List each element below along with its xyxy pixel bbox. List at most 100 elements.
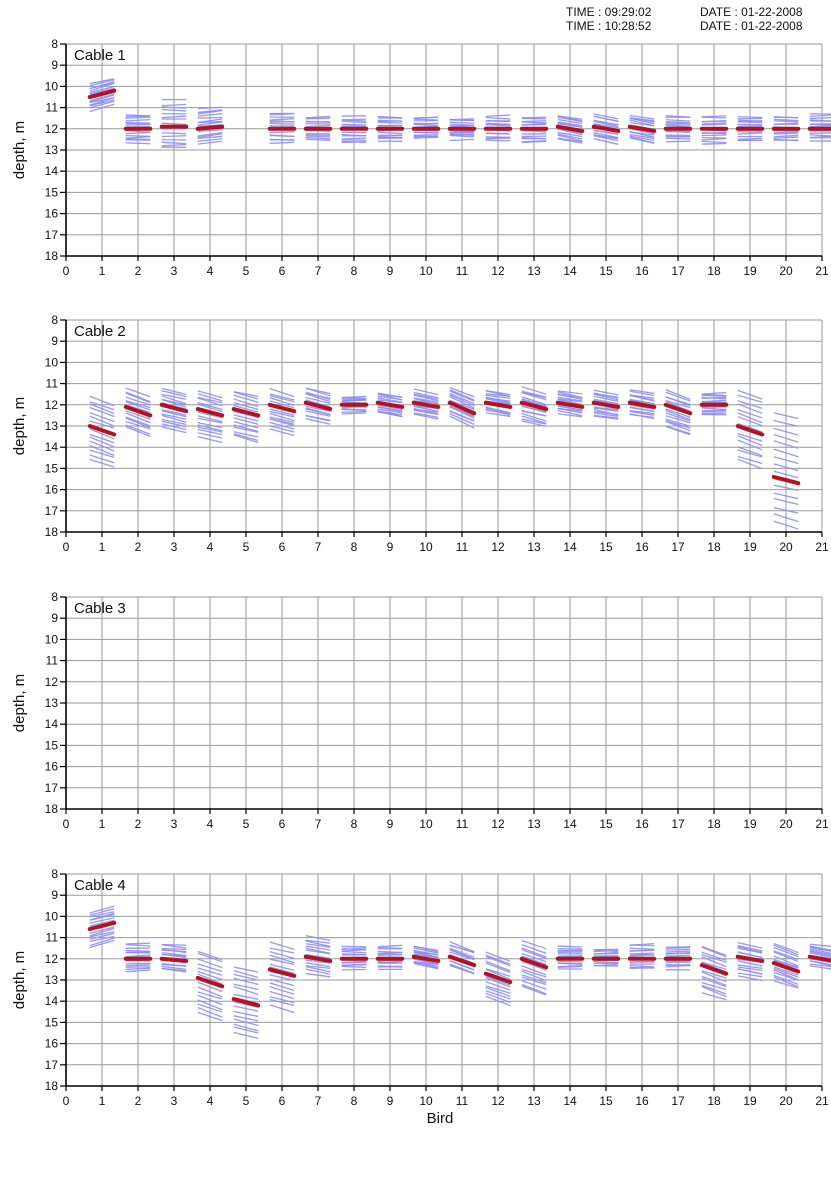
spread-trace [738,117,762,118]
spread-trace [702,408,726,410]
spread-trace [774,137,798,138]
x-tick-label: 14 [563,540,577,554]
x-tick-label: 17 [671,1094,685,1108]
x-tick-label: 18 [707,817,721,831]
bird-19-marks [738,117,762,141]
y-tick-label: 9 [51,611,58,625]
spread-trace [558,961,582,962]
y-tick-label: 13 [45,419,59,433]
x-tick-label: 17 [671,817,685,831]
x-tick-label: 3 [171,264,178,278]
x-tick-label: 16 [635,264,649,278]
spread-trace [342,398,366,399]
x-tick-label: 7 [315,1094,322,1108]
x-tick-label: 20 [779,1094,793,1108]
y-tick-label: 15 [45,738,59,752]
spread-trace [450,120,474,121]
x-tick-label: 13 [527,264,541,278]
spread-trace [666,947,690,948]
x-tick-label: 20 [779,817,793,831]
spread-trace [342,124,366,125]
chart-panel-2: 891011121314151617180 1 2 3 4 5 6 7 8 9 10 11 12 13 14… [11,313,829,554]
spread-trace [810,115,831,116]
x-tick-label: 10 [419,817,433,831]
chart-panel-4: 891011121314151617180 1 2 3 4 5 6 7 8 9 10 11 12 13 14… [11,867,831,1127]
x-tick-label: 1 [99,817,106,831]
x-tick-label: 10 [419,264,433,278]
x-tick-label: 8 [351,1094,358,1108]
x-tick-label: 10 [419,1094,433,1108]
x-tick-label: 14 [563,817,577,831]
x-tick-label: 12 [491,264,505,278]
spread-trace [126,143,150,144]
spread-trace [702,124,726,125]
x-tick-label: 6 [279,540,286,554]
panel-title: Cable 1 [74,47,126,64]
x-tick-label: 9 [387,817,394,831]
spread-trace [702,141,726,142]
spread-trace [342,138,366,139]
spread-trace [126,132,150,133]
x-tick-label: 10 [419,540,433,554]
spread-trace [738,133,762,134]
spread-trace [630,965,654,967]
spread-trace [162,950,186,951]
spread-trace [342,952,366,953]
spread-trace [162,142,186,143]
y-tick-label: 8 [51,867,58,881]
spread-trace [738,138,762,139]
y-tick-label: 18 [45,249,59,263]
bird-8-marks [342,946,366,969]
spread-trace [162,123,186,124]
spread-trace [342,413,366,414]
spread-trace [774,135,798,136]
x-tick-label: 9 [387,1094,394,1108]
y-tick-label: 14 [45,994,59,1008]
x-tick-label: 21 [815,1094,829,1108]
panel-title: Cable 4 [74,877,126,894]
y-tick-label: 12 [45,952,59,966]
x-tick-label: 4 [207,540,214,554]
bird-13-marks [522,117,546,142]
spread-trace [162,105,186,106]
y-tick-label: 18 [45,802,59,816]
x-tick-label: 9 [387,264,394,278]
bird-17-marks [666,947,690,970]
y-tick-label: 12 [45,675,59,689]
x-tick-label: 20 [779,264,793,278]
x-axis-label: Bird [427,1110,454,1127]
spread-trace [810,117,831,118]
spread-trace [126,951,150,952]
spread-trace [270,132,294,133]
spread-trace [558,946,582,947]
x-tick-label: 14 [563,1094,577,1108]
spread-trace [378,945,402,946]
bird-12-marks [486,115,510,141]
spread-trace [486,121,510,122]
x-tick-label: 2 [135,540,142,554]
chart-panel-1: 891011121314151617180 1 2 3 4 5 6 7 8 9 10 11 12 13 14… [11,37,831,278]
spread-trace [666,955,690,956]
y-tick-label: 14 [45,717,59,731]
spread-trace [702,135,726,136]
y-tick-label: 10 [45,355,59,369]
spread-trace [378,120,402,121]
bird-21-marks [810,114,831,141]
spread-trace [666,951,690,952]
y-tick-label: 17 [45,781,59,795]
panel-title: Cable 3 [74,600,126,617]
spread-trace [378,122,402,123]
y-axis-label: depth, m [11,674,28,732]
x-tick-label: 1 [99,264,106,278]
spread-trace [126,965,150,966]
x-tick-label: 1 [99,540,106,554]
x-tick-label: 4 [207,264,214,278]
spread-trace [522,125,546,126]
spread-trace [594,966,618,967]
spread-trace [414,119,438,120]
x-tick-label: 14 [563,264,577,278]
y-tick-label: 16 [45,1037,59,1051]
y-tick-label: 18 [45,525,59,539]
x-tick-label: 9 [387,540,394,554]
spread-trace [702,117,726,118]
